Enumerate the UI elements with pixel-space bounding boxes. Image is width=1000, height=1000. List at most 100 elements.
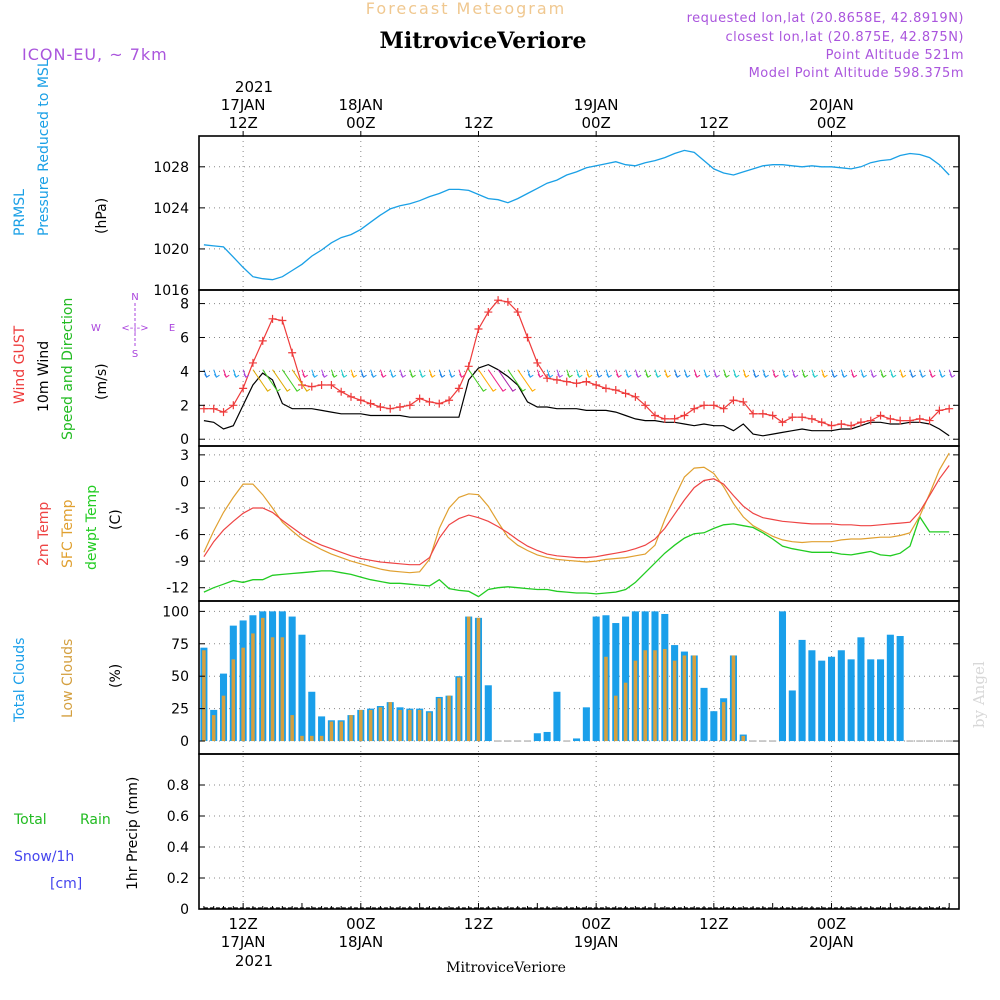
model-name: ICON-EU, ~ 7km — [22, 45, 168, 64]
low-cloud-bar — [368, 709, 373, 742]
low-cloud-bar — [457, 677, 461, 742]
wind-arrowhead — [529, 387, 536, 392]
gust-marker — [258, 336, 267, 345]
bottom-hour-label: 00Z — [346, 915, 375, 933]
wind-arrowhead — [223, 373, 230, 378]
bottom-date-label: 19JAN — [574, 933, 619, 951]
gust-marker — [680, 411, 689, 420]
gust-marker — [513, 308, 522, 317]
low-cloud-bar — [682, 655, 687, 742]
wind-arrow — [252, 369, 269, 392]
wind-arrow — [262, 369, 278, 392]
low-cloud-bar — [427, 712, 432, 742]
low-cloud-bar — [310, 735, 314, 742]
bottom-date-label: 17JAN — [221, 933, 266, 951]
gust-marker — [229, 401, 238, 410]
top-hour-label: 12Z — [228, 114, 257, 132]
gust-marker — [592, 380, 601, 389]
gust-marker — [700, 401, 709, 410]
wind-arrowhead — [753, 373, 760, 378]
total-cloud-bar — [288, 616, 296, 742]
gust-marker — [523, 333, 532, 342]
wind-arrowhead — [792, 373, 799, 378]
wind-arrowhead — [841, 373, 848, 378]
gust-marker — [935, 406, 944, 415]
gust-marker — [739, 397, 748, 406]
gust-marker — [876, 411, 885, 420]
gust-marker — [945, 404, 954, 413]
gust-marker — [484, 308, 493, 317]
clouds-unit: (%) — [108, 664, 124, 688]
wind-arrowhead — [520, 387, 526, 392]
total-cloud-bar — [700, 687, 708, 742]
gust-marker — [376, 403, 385, 411]
low-cloud-bar — [476, 617, 481, 742]
wind-speed-line — [203, 363, 950, 437]
y-tick-label: 8 — [180, 297, 189, 313]
gust-marker — [268, 314, 277, 323]
total-cloud-bar — [857, 637, 865, 742]
gust-marker — [435, 399, 444, 408]
gust-marker — [572, 379, 581, 388]
top-date-label: 18JAN — [338, 96, 383, 114]
wind-arrow — [272, 369, 288, 392]
low-cloud-bar — [251, 633, 255, 742]
wind-arrowhead — [645, 373, 652, 378]
wind-arrowhead — [567, 373, 573, 378]
low-cloud-bar — [672, 660, 677, 742]
wind-arrowhead — [723, 373, 730, 378]
low-cloud-bar — [408, 709, 412, 742]
low-cloud-bar — [663, 648, 667, 742]
top-hour-label: 00Z — [346, 114, 375, 132]
low-cloud-bar — [359, 709, 363, 742]
gust-marker — [219, 408, 228, 417]
y-tick-label: 0.4 — [167, 840, 189, 856]
low-cloud-bar — [466, 616, 471, 742]
wind-arrowhead — [243, 373, 250, 378]
precip-rain-label: Rain — [80, 812, 111, 828]
total-cloud-bar — [808, 650, 816, 742]
wind-arrowhead — [900, 373, 907, 378]
compass-w: W — [91, 323, 101, 334]
total-cloud-bar — [798, 639, 806, 742]
bottom-hour-label: 00Z — [817, 915, 846, 933]
low-cloud-bar — [280, 637, 285, 742]
gust-marker — [651, 411, 659, 420]
wind-arrowhead — [204, 373, 210, 378]
low-cloud-bar — [319, 735, 324, 742]
total-cloud-bar — [592, 616, 600, 742]
requested-coords: requested lon,lat (20.8658E, 42.8919N) — [687, 11, 964, 26]
low-cloud-bar — [741, 735, 746, 742]
total-cloud-bar — [543, 731, 551, 742]
gust-marker — [719, 404, 728, 413]
wind-series — [199, 296, 956, 437]
gust-marker — [288, 348, 297, 357]
total-cloud-bar — [553, 691, 561, 742]
wind-arrowhead — [606, 373, 612, 378]
y-tick-label: 1028 — [153, 160, 189, 176]
wind-arrowhead — [871, 373, 877, 378]
y-tick-label: 25 — [171, 702, 189, 718]
y-tick-label: -6 — [175, 528, 189, 544]
top-hour-label: 12Z — [464, 114, 493, 132]
pressure-series — [203, 149, 950, 281]
wind-arrowhead — [390, 373, 397, 378]
wind-arrowhead — [743, 373, 750, 378]
gust-marker — [327, 380, 336, 389]
total-cloud-bar — [847, 659, 855, 742]
pressure-label-1: PRMSL — [12, 189, 28, 236]
gust-marker — [337, 387, 346, 396]
y-tick-label: -3 — [175, 501, 189, 517]
wind-arrowhead — [861, 373, 867, 378]
temp-unit: (C) — [108, 509, 124, 530]
wind-compass-legend: N <-|-> W E S — [91, 292, 175, 360]
gust-marker — [886, 414, 895, 423]
low-cloud-bar — [211, 715, 216, 742]
wind-arrowhead — [370, 373, 377, 378]
total-cloud-bar — [778, 611, 787, 742]
panel-frame — [198, 753, 960, 910]
y-tick-label: 0.2 — [167, 871, 189, 887]
y-tick-label: 2 — [180, 398, 189, 414]
bottom-hour-label: 12Z — [699, 915, 728, 933]
wind-arrowhead — [400, 373, 407, 378]
